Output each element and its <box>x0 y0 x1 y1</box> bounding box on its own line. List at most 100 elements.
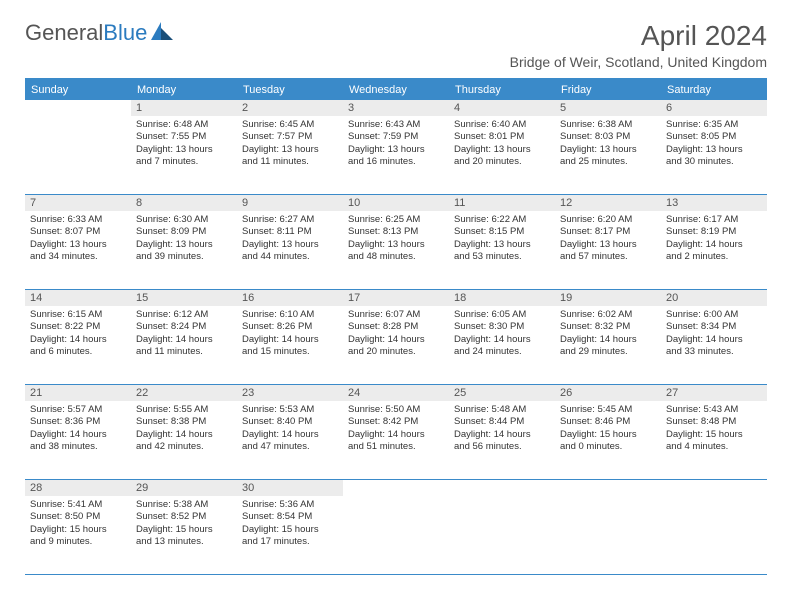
day-number: 16 <box>237 290 343 306</box>
weekday: Wednesday <box>343 80 449 100</box>
day-number: 12 <box>555 195 661 211</box>
day-number: 3 <box>343 100 449 116</box>
daylight-text-1: Daylight: 13 hours <box>242 239 338 251</box>
daylight-text-2: and 9 minutes. <box>30 536 126 548</box>
sunset-text: Sunset: 8:54 PM <box>242 511 338 523</box>
daylight-text-2: and 0 minutes. <box>560 441 656 453</box>
sunset-text: Sunset: 8:19 PM <box>666 226 762 238</box>
daylight-text-1: Daylight: 13 hours <box>136 144 232 156</box>
daylight-text-2: and 20 minutes. <box>454 156 550 168</box>
daylight-text-1: Daylight: 13 hours <box>560 144 656 156</box>
sunset-text: Sunset: 8:15 PM <box>454 226 550 238</box>
weekday-header: Sunday Monday Tuesday Wednesday Thursday… <box>25 80 767 100</box>
day-number: 19 <box>555 290 661 306</box>
sunrise-text: Sunrise: 5:43 AM <box>666 404 762 416</box>
sunrise-text: Sunrise: 6:27 AM <box>242 214 338 226</box>
daylight-text-2: and 39 minutes. <box>136 251 232 263</box>
calendar: Sunday Monday Tuesday Wednesday Thursday… <box>25 78 767 575</box>
day-number: 27 <box>661 385 767 401</box>
day-cell: Sunrise: 6:48 AMSunset: 7:55 PMDaylight:… <box>131 116 237 194</box>
day-number <box>661 480 767 496</box>
daylight-text-1: Daylight: 15 hours <box>136 524 232 536</box>
week-row: Sunrise: 5:41 AMSunset: 8:50 PMDaylight:… <box>25 496 767 575</box>
day-number: 5 <box>555 100 661 116</box>
weekday: Thursday <box>449 80 555 100</box>
sunrise-text: Sunrise: 6:20 AM <box>560 214 656 226</box>
sunset-text: Sunset: 8:28 PM <box>348 321 444 333</box>
daynum-row: 123456 <box>25 100 767 116</box>
sunrise-text: Sunrise: 6:00 AM <box>666 309 762 321</box>
sunrise-text: Sunrise: 6:48 AM <box>136 119 232 131</box>
sunrise-text: Sunrise: 5:57 AM <box>30 404 126 416</box>
daylight-text-2: and 47 minutes. <box>242 441 338 453</box>
sunrise-text: Sunrise: 6:17 AM <box>666 214 762 226</box>
sunset-text: Sunset: 8:09 PM <box>136 226 232 238</box>
daylight-text-1: Daylight: 14 hours <box>560 334 656 346</box>
daylight-text-1: Daylight: 13 hours <box>348 239 444 251</box>
daylight-text-1: Daylight: 14 hours <box>454 429 550 441</box>
daylight-text-2: and 34 minutes. <box>30 251 126 263</box>
daylight-text-1: Daylight: 14 hours <box>136 334 232 346</box>
daylight-text-2: and 17 minutes. <box>242 536 338 548</box>
month-title: April 2024 <box>510 20 767 52</box>
day-number <box>449 480 555 496</box>
day-number: 10 <box>343 195 449 211</box>
daylight-text-2: and 11 minutes. <box>242 156 338 168</box>
day-cell: Sunrise: 6:25 AMSunset: 8:13 PMDaylight:… <box>343 211 449 289</box>
sunrise-text: Sunrise: 5:38 AM <box>136 499 232 511</box>
week-row: Sunrise: 6:15 AMSunset: 8:22 PMDaylight:… <box>25 306 767 385</box>
day-cell: Sunrise: 6:27 AMSunset: 8:11 PMDaylight:… <box>237 211 343 289</box>
day-number: 4 <box>449 100 555 116</box>
day-cell: Sunrise: 6:00 AMSunset: 8:34 PMDaylight:… <box>661 306 767 384</box>
sunrise-text: Sunrise: 5:36 AM <box>242 499 338 511</box>
sunrise-text: Sunrise: 6:22 AM <box>454 214 550 226</box>
day-number: 8 <box>131 195 237 211</box>
sunset-text: Sunset: 8:44 PM <box>454 416 550 428</box>
day-cell: Sunrise: 5:45 AMSunset: 8:46 PMDaylight:… <box>555 401 661 479</box>
day-cell: Sunrise: 6:10 AMSunset: 8:26 PMDaylight:… <box>237 306 343 384</box>
day-cell <box>343 496 449 574</box>
day-cell: Sunrise: 5:41 AMSunset: 8:50 PMDaylight:… <box>25 496 131 574</box>
day-cell: Sunrise: 5:55 AMSunset: 8:38 PMDaylight:… <box>131 401 237 479</box>
daylight-text-1: Daylight: 13 hours <box>348 144 444 156</box>
location: Bridge of Weir, Scotland, United Kingdom <box>510 54 767 70</box>
daynum-row: 282930 <box>25 480 767 496</box>
daylight-text-2: and 30 minutes. <box>666 156 762 168</box>
daylight-text-2: and 15 minutes. <box>242 346 338 358</box>
day-cell: Sunrise: 6:35 AMSunset: 8:05 PMDaylight:… <box>661 116 767 194</box>
daylight-text-2: and 7 minutes. <box>136 156 232 168</box>
weekday: Friday <box>555 80 661 100</box>
daylight-text-1: Daylight: 15 hours <box>30 524 126 536</box>
sunset-text: Sunset: 8:50 PM <box>30 511 126 523</box>
day-cell <box>449 496 555 574</box>
day-cell: Sunrise: 6:30 AMSunset: 8:09 PMDaylight:… <box>131 211 237 289</box>
sunset-text: Sunset: 8:48 PM <box>666 416 762 428</box>
day-cell: Sunrise: 6:45 AMSunset: 7:57 PMDaylight:… <box>237 116 343 194</box>
daylight-text-2: and 11 minutes. <box>136 346 232 358</box>
sunrise-text: Sunrise: 5:41 AM <box>30 499 126 511</box>
day-cell <box>661 496 767 574</box>
sunset-text: Sunset: 8:05 PM <box>666 131 762 143</box>
day-number: 28 <box>25 480 131 496</box>
daylight-text-1: Daylight: 14 hours <box>30 429 126 441</box>
day-cell: Sunrise: 6:12 AMSunset: 8:24 PMDaylight:… <box>131 306 237 384</box>
sunrise-text: Sunrise: 6:25 AM <box>348 214 444 226</box>
sunset-text: Sunset: 7:57 PM <box>242 131 338 143</box>
logo-text-1: General <box>25 20 103 46</box>
day-cell: Sunrise: 5:48 AMSunset: 8:44 PMDaylight:… <box>449 401 555 479</box>
daylight-text-2: and 33 minutes. <box>666 346 762 358</box>
sunset-text: Sunset: 8:03 PM <box>560 131 656 143</box>
sunrise-text: Sunrise: 6:07 AM <box>348 309 444 321</box>
sunrise-text: Sunrise: 5:50 AM <box>348 404 444 416</box>
sunset-text: Sunset: 8:17 PM <box>560 226 656 238</box>
week-row: Sunrise: 6:48 AMSunset: 7:55 PMDaylight:… <box>25 116 767 195</box>
daylight-text-2: and 38 minutes. <box>30 441 126 453</box>
day-cell: Sunrise: 6:33 AMSunset: 8:07 PMDaylight:… <box>25 211 131 289</box>
daylight-text-2: and 24 minutes. <box>454 346 550 358</box>
header-row: GeneralBlue April 2024 Bridge of Weir, S… <box>25 20 767 70</box>
daylight-text-1: Daylight: 14 hours <box>30 334 126 346</box>
day-number: 23 <box>237 385 343 401</box>
sunrise-text: Sunrise: 6:12 AM <box>136 309 232 321</box>
day-number: 7 <box>25 195 131 211</box>
day-cell: Sunrise: 6:07 AMSunset: 8:28 PMDaylight:… <box>343 306 449 384</box>
